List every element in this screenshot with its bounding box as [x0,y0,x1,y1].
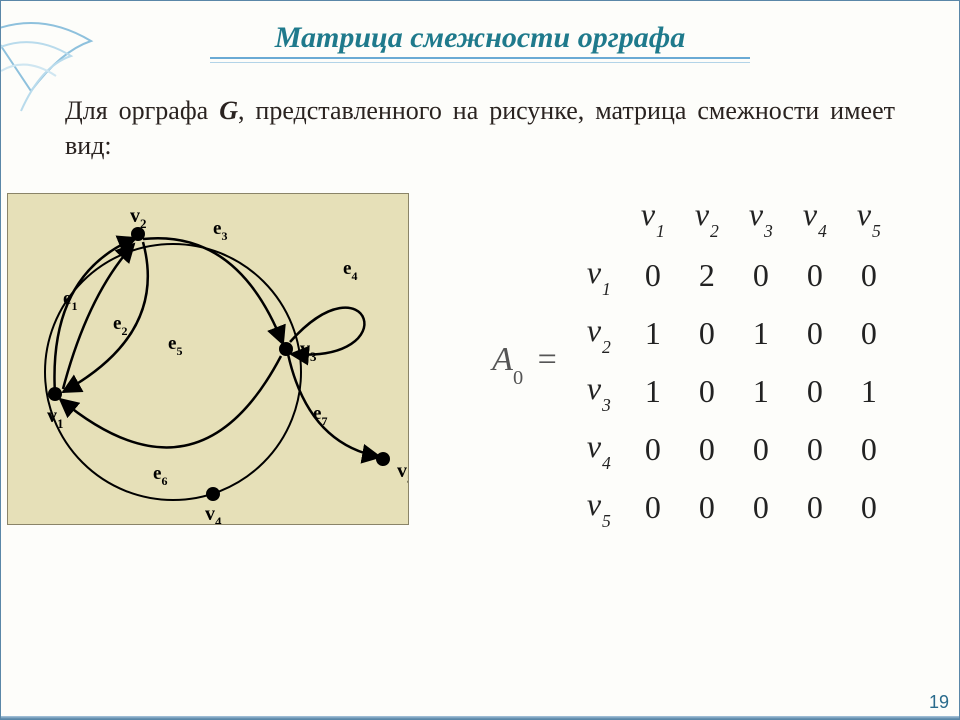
matrix-cell: 0 [626,478,680,536]
matrix-name: A0 = [492,341,557,384]
graph-node-label-v4: v4 [205,503,222,524]
adjacency-matrix: v1v2v3v4v5v102000v210100v310101v400000v5… [572,188,896,536]
matrix-col-header: v3 [734,188,788,246]
matrix-row-header: v3 [572,362,626,420]
matrix-col-header: v4 [788,188,842,246]
matrix-cell: 0 [680,304,734,362]
matrix-cell: 1 [626,362,680,420]
matrix-symbol: A [492,341,513,378]
title-underline [210,57,750,63]
matrix-cell: 0 [788,304,842,362]
matrix-cell: 1 [734,304,788,362]
matrix-cell: 0 [680,478,734,536]
matrix-row-header: v5 [572,478,626,536]
matrix-row-header: v1 [572,246,626,304]
matrix-cell: 1 [626,304,680,362]
matrix-area: A0 = v1v2v3v4v5v102000v210100v310101v400… [409,183,959,536]
matrix-cell: 0 [734,420,788,478]
matrix-cell: 0 [626,420,680,478]
matrix-cell: 2 [680,246,734,304]
matrix-cell: 0 [788,420,842,478]
body-paragraph: Для орграфа G, представленного на рисунк… [65,93,895,163]
matrix-cell: 0 [788,246,842,304]
matrix-cell: 0 [734,246,788,304]
matrix-cell: 0 [842,420,896,478]
matrix-col-header: v1 [626,188,680,246]
matrix-cell: 0 [680,420,734,478]
matrix-cell: 1 [734,362,788,420]
matrix-col-header: v5 [842,188,896,246]
graph-node-v1 [48,387,62,401]
matrix-cell: 0 [788,478,842,536]
matrix-cell: 0 [842,246,896,304]
matrix-cell: 0 [626,246,680,304]
footer-rule [1,716,959,719]
graph-node-v5 [376,452,390,466]
matrix-cell: 0 [788,362,842,420]
graph-node-v4 [206,487,220,501]
graph-node-label-v5: v5 [397,460,408,486]
body-text-pre: Для орграфа [65,96,219,125]
matrix-cell: 0 [734,478,788,536]
graph-node-v3 [279,342,293,356]
graph-edge-label-e2: e2 [113,313,127,338]
slide-title: Матрица смежности орграфа [1,1,959,55]
matrix-cell: 0 [842,304,896,362]
body-text-g: G [219,96,238,125]
matrix-row-header: v4 [572,420,626,478]
matrix-col-header: v2 [680,188,734,246]
matrix-equals: = [538,341,557,378]
page-number: 19 [929,692,949,713]
graph-edge-label-e5: e5 [168,333,182,358]
graph-edge-label-e6: e6 [153,463,167,488]
matrix-cell: 0 [680,362,734,420]
matrix-row-header: v2 [572,304,626,362]
graph-edge-label-e4: e4 [343,258,357,283]
matrix-cell: 1 [842,362,896,420]
graph-node-label-v3: v3 [300,338,317,364]
graph-edge-label-e3: e3 [213,218,227,243]
graph-node-label-v1: v1 [47,405,64,431]
matrix-subscript: 0 [513,367,523,389]
graph-figure: v1v2v3v4v5 e1e2e3e4e5e6e7 [7,193,409,525]
matrix-cell: 0 [842,478,896,536]
